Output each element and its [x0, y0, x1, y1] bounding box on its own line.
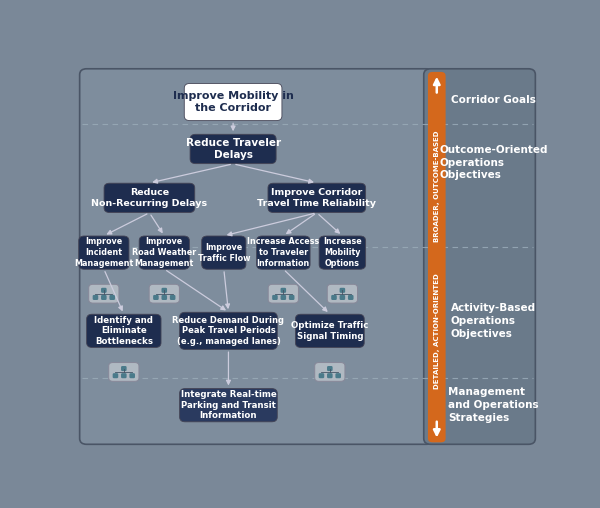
FancyBboxPatch shape — [121, 366, 127, 371]
Text: Improve Corridor
Travel Time Reliability: Improve Corridor Travel Time Reliability — [257, 188, 376, 208]
Text: DETAILED, ACTION-ORIENTED: DETAILED, ACTION-ORIENTED — [434, 273, 440, 389]
Text: Improve
Road Weather
Management: Improve Road Weather Management — [132, 237, 196, 268]
FancyBboxPatch shape — [272, 295, 278, 300]
Text: Reduce
Non-Recurring Delays: Reduce Non-Recurring Delays — [91, 188, 208, 208]
FancyBboxPatch shape — [335, 373, 341, 378]
FancyBboxPatch shape — [92, 295, 98, 300]
FancyBboxPatch shape — [121, 373, 127, 378]
Text: Increase Access
to Traveler
Information: Increase Access to Traveler Information — [247, 237, 319, 268]
FancyBboxPatch shape — [190, 134, 276, 164]
FancyBboxPatch shape — [179, 312, 277, 350]
Text: Reduce Traveler
Delays: Reduce Traveler Delays — [185, 138, 281, 160]
FancyBboxPatch shape — [109, 363, 139, 382]
FancyBboxPatch shape — [295, 314, 364, 347]
Text: Management
and Operations
Strategies: Management and Operations Strategies — [448, 388, 539, 423]
FancyBboxPatch shape — [153, 295, 158, 300]
FancyBboxPatch shape — [202, 236, 246, 269]
Text: Improve Mobility in
the Corridor: Improve Mobility in the Corridor — [173, 91, 293, 113]
FancyBboxPatch shape — [80, 69, 433, 444]
FancyBboxPatch shape — [319, 236, 365, 269]
Text: Increase
Mobility
Options: Increase Mobility Options — [323, 237, 362, 268]
FancyBboxPatch shape — [130, 373, 135, 378]
Text: Improve
Incident
Management: Improve Incident Management — [74, 237, 133, 268]
FancyBboxPatch shape — [257, 236, 310, 269]
Text: Improve
Traffic Flow: Improve Traffic Flow — [197, 243, 250, 263]
Text: Corridor Goals: Corridor Goals — [451, 95, 536, 105]
FancyBboxPatch shape — [89, 284, 119, 303]
FancyBboxPatch shape — [139, 236, 190, 269]
FancyBboxPatch shape — [319, 373, 324, 378]
FancyBboxPatch shape — [184, 83, 282, 120]
FancyBboxPatch shape — [86, 314, 161, 347]
FancyBboxPatch shape — [161, 288, 167, 293]
FancyBboxPatch shape — [281, 295, 286, 300]
FancyBboxPatch shape — [315, 363, 345, 382]
FancyBboxPatch shape — [281, 288, 286, 293]
FancyBboxPatch shape — [289, 295, 295, 300]
FancyBboxPatch shape — [327, 373, 332, 378]
Text: Optimize Traffic
Signal Timing: Optimize Traffic Signal Timing — [291, 321, 368, 341]
FancyBboxPatch shape — [104, 183, 195, 212]
FancyBboxPatch shape — [331, 295, 337, 300]
FancyBboxPatch shape — [268, 183, 365, 212]
FancyBboxPatch shape — [340, 288, 345, 293]
FancyBboxPatch shape — [327, 366, 332, 371]
FancyBboxPatch shape — [149, 284, 179, 303]
FancyBboxPatch shape — [161, 295, 167, 300]
FancyBboxPatch shape — [348, 295, 353, 300]
Text: Activity-Based
Operations
Objectives: Activity-Based Operations Objectives — [451, 303, 536, 339]
FancyBboxPatch shape — [109, 295, 115, 300]
FancyBboxPatch shape — [170, 295, 175, 300]
Text: Outcome-Oriented
Operations
Objectives: Outcome-Oriented Operations Objectives — [439, 145, 548, 180]
FancyBboxPatch shape — [101, 295, 107, 300]
FancyBboxPatch shape — [340, 295, 345, 300]
FancyBboxPatch shape — [179, 389, 277, 422]
FancyBboxPatch shape — [113, 373, 118, 378]
FancyBboxPatch shape — [79, 236, 129, 269]
Text: Identify and
Eliminate
Bottlenecks: Identify and Eliminate Bottlenecks — [94, 315, 153, 346]
FancyBboxPatch shape — [424, 69, 535, 444]
Text: Reduce Demand During
Peak Travel Periods
(e.g., managed lanes): Reduce Demand During Peak Travel Periods… — [172, 315, 284, 346]
FancyBboxPatch shape — [268, 284, 298, 303]
FancyBboxPatch shape — [428, 72, 446, 442]
Text: BROADER, OUTCOME-BASED: BROADER, OUTCOME-BASED — [434, 131, 440, 242]
Text: Integrate Real-time
Parking and Transit
Information: Integrate Real-time Parking and Transit … — [181, 390, 277, 421]
FancyBboxPatch shape — [327, 284, 358, 303]
FancyBboxPatch shape — [101, 288, 107, 293]
